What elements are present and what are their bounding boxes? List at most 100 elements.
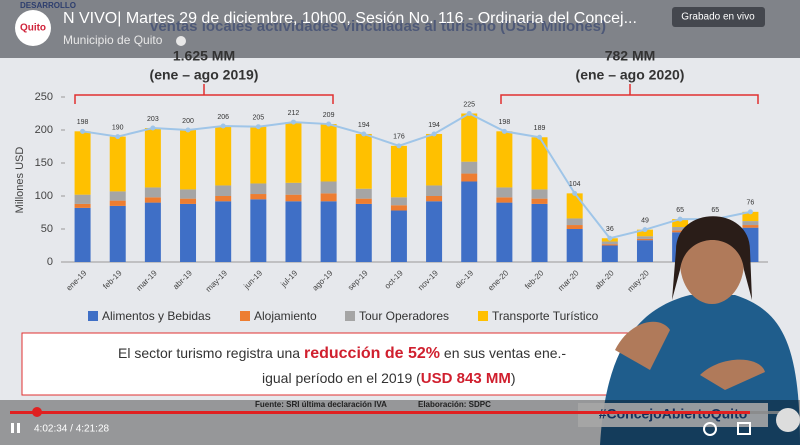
bar-segment bbox=[601, 245, 618, 262]
message-highlight: USD 843 MM bbox=[421, 370, 511, 387]
bar-segment bbox=[672, 230, 689, 233]
settings-button[interactable] bbox=[703, 422, 717, 436]
bar-segment bbox=[461, 173, 478, 182]
y-tick-label: 0 bbox=[47, 256, 53, 268]
bar-segment bbox=[74, 203, 91, 208]
progress-handle[interactable] bbox=[32, 407, 42, 417]
bar-segment bbox=[74, 207, 91, 262]
bar-segment bbox=[636, 236, 653, 239]
viewer-avatar[interactable] bbox=[776, 408, 800, 432]
bar-segment bbox=[285, 194, 302, 202]
legend-label: Alojamiento bbox=[254, 309, 317, 323]
bar-segment bbox=[250, 183, 267, 195]
bar-segment bbox=[109, 200, 126, 206]
slide-header: DESARROLLO bbox=[20, 1, 76, 10]
total-label: 209 bbox=[323, 112, 335, 119]
pause-button[interactable] bbox=[17, 423, 20, 433]
bar-segment bbox=[566, 218, 583, 226]
bar-segment bbox=[320, 124, 337, 182]
total-marker bbox=[607, 235, 613, 241]
total-label: 36 bbox=[606, 226, 614, 233]
header-overlay bbox=[0, 0, 800, 58]
bar-segment bbox=[461, 113, 478, 162]
total-marker bbox=[747, 209, 753, 215]
legend-swatch bbox=[240, 311, 250, 321]
legend: Alimentos y Bebidas Alojamiento Tour Opera… bbox=[88, 309, 599, 323]
total-label: 206 bbox=[217, 114, 229, 121]
message-text: en sus ventas ene.- bbox=[440, 345, 566, 361]
message-text: igual período en el 2019 ( bbox=[262, 370, 421, 386]
total-label: 200 bbox=[182, 118, 194, 125]
bar-segment bbox=[601, 244, 618, 246]
hashtag-bg bbox=[578, 403, 768, 427]
message-text: El sector turismo registra una bbox=[118, 345, 304, 361]
bar-segment bbox=[390, 205, 407, 211]
bar-segment bbox=[461, 181, 478, 262]
bar-segment bbox=[320, 193, 337, 202]
bar-segment bbox=[180, 130, 197, 190]
bar-segment bbox=[74, 131, 91, 195]
legend-label: Alimentos y Bebidas bbox=[102, 309, 211, 323]
total-marker bbox=[150, 125, 156, 131]
total-marker bbox=[501, 128, 507, 134]
bar-segment bbox=[144, 187, 161, 198]
player-bar-bg bbox=[0, 400, 800, 445]
bar-segment bbox=[285, 122, 302, 183]
total-label: 65 bbox=[676, 207, 684, 214]
bar-segment bbox=[496, 197, 513, 203]
total-label: 212 bbox=[288, 110, 300, 117]
y-tick-label: 150 bbox=[35, 157, 53, 169]
total-marker bbox=[185, 127, 191, 133]
bar-segment bbox=[390, 210, 407, 262]
bar-segment bbox=[109, 205, 126, 262]
total-label: 194 bbox=[358, 122, 370, 129]
bar-segment bbox=[461, 161, 478, 174]
annotation: (ene – ago 2019) bbox=[150, 67, 259, 83]
source: Fuente: SRI última declaración IVA bbox=[255, 400, 387, 409]
total-marker bbox=[466, 111, 472, 116]
bar-segment bbox=[390, 197, 407, 206]
message-line: El sector turismo registra una reducción… bbox=[118, 345, 566, 363]
bar-segment bbox=[636, 240, 653, 262]
bar-segment bbox=[320, 181, 337, 194]
bar-segment bbox=[496, 131, 513, 188]
total-marker bbox=[537, 134, 543, 140]
legend-label: Transporte Turístico bbox=[492, 309, 599, 323]
message-text: ) bbox=[511, 370, 516, 386]
total-line bbox=[82, 112, 751, 240]
bar-segment bbox=[215, 196, 232, 202]
bar-segment bbox=[636, 229, 653, 237]
bar-segment bbox=[636, 238, 653, 241]
total-marker bbox=[431, 131, 437, 137]
y-tick-label: 50 bbox=[41, 223, 53, 235]
bar-segment bbox=[180, 198, 197, 204]
bar-segment bbox=[742, 221, 759, 226]
total-label: 225 bbox=[463, 101, 475, 108]
live-badge-bg bbox=[672, 7, 765, 27]
total-label: 198 bbox=[499, 119, 511, 126]
total-marker bbox=[255, 124, 261, 130]
bar-segment bbox=[250, 199, 267, 262]
legend-swatch bbox=[345, 311, 355, 321]
bar-segment bbox=[566, 193, 583, 219]
total-marker bbox=[396, 143, 402, 149]
total-label: 65 bbox=[711, 207, 719, 214]
bar-segment bbox=[390, 145, 407, 198]
fullscreen-button[interactable] bbox=[737, 422, 751, 435]
y-tick-label: 250 bbox=[35, 91, 53, 103]
bar-segment bbox=[215, 201, 232, 262]
annotation: (ene – ago 2020) bbox=[576, 67, 685, 83]
bar-segment bbox=[672, 227, 689, 231]
live-badge: Grabado en vivo bbox=[681, 12, 755, 23]
total-label: 205 bbox=[252, 115, 264, 122]
bar-segment bbox=[144, 128, 161, 188]
bar-segment bbox=[355, 198, 372, 204]
progress-fill[interactable] bbox=[10, 411, 750, 414]
bar-segment bbox=[109, 191, 126, 201]
bar-segment bbox=[496, 202, 513, 262]
pause-button[interactable] bbox=[11, 423, 14, 433]
bar-segment bbox=[250, 194, 267, 200]
total-label: 104 bbox=[569, 181, 581, 188]
channel-logo[interactable] bbox=[15, 10, 51, 46]
